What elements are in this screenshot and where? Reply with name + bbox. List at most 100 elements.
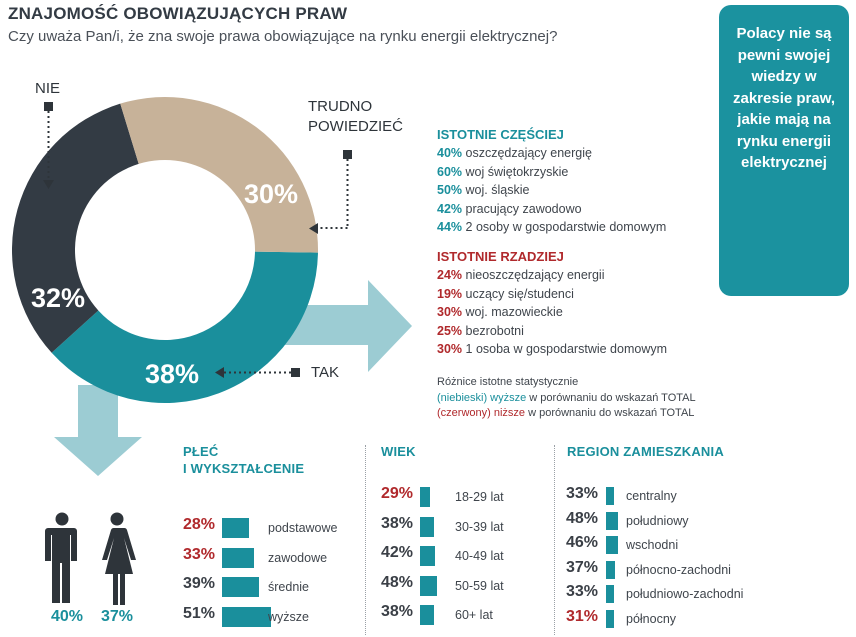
gender-figures <box>45 512 136 605</box>
edu-label: wyższe <box>268 609 309 624</box>
age-bar <box>420 516 434 537</box>
edu-pct: 28% <box>183 516 216 533</box>
higher-pct: 44% <box>437 220 463 235</box>
region-bar <box>606 585 615 603</box>
lower-item: 30% 1 osoba w gospodarstwie domowym <box>437 340 667 359</box>
donut-slice-tak <box>51 251 318 404</box>
lower-pct: 25% <box>437 323 463 338</box>
lower-list: 24% nieoszczędzający energii 19% uczący … <box>437 266 667 359</box>
region-pct: 33% <box>566 583 599 600</box>
male-pct: 40% <box>51 608 84 625</box>
lower-pct: 30% <box>437 305 463 320</box>
edu-bar <box>222 577 260 597</box>
lower-label: uczący się/studenci <box>465 286 574 301</box>
edu-label: średnie <box>268 580 309 594</box>
age-label: 18-29 lat <box>455 490 504 504</box>
trudno-arrowhead <box>309 223 318 234</box>
higher-pct: 60% <box>437 164 463 179</box>
page-title: ZNAJOMOŚĆ OBOWIĄZUJĄCYCH PRAW <box>8 4 348 23</box>
region-bar <box>606 609 614 628</box>
age-label: 40-49 lat <box>455 549 504 563</box>
lower-pct: 19% <box>437 286 463 301</box>
note-red-rest: w porównaniu do wskazań TOTAL <box>525 407 695 419</box>
tak-marker <box>291 368 300 377</box>
nie-arrowhead <box>43 180 54 189</box>
donut-slice-nie <box>11 103 139 353</box>
donut-group <box>11 97 318 404</box>
region-pct: 37% <box>566 558 599 576</box>
woman-icon <box>102 512 136 605</box>
significance-notes: Różnice istotne statystycznie (niebieski… <box>437 375 696 422</box>
age-label: 60+ lat <box>455 608 493 622</box>
lower-label: bezrobotni <box>465 323 524 338</box>
man-icon <box>45 512 77 603</box>
edu-label: podstawowe <box>268 521 338 535</box>
higher-label: woj świętokrzyskie <box>465 164 569 179</box>
region-bar <box>606 511 619 530</box>
note-red: (czerwony) niższe <box>437 407 526 419</box>
nie-marker <box>44 102 53 111</box>
trudno-marker <box>343 150 352 159</box>
donut-label-nie: 32% <box>31 283 85 313</box>
higher-item: 50% woj. śląskie <box>437 181 666 200</box>
tak-arrowhead <box>215 367 224 378</box>
lower-item: 19% uczący się/studenci <box>437 285 667 304</box>
higher-label: pracujący zawodowo <box>465 201 582 216</box>
note-line-2: (niebieski) wyższe w porównaniu do wskaz… <box>437 391 696 407</box>
region-bar <box>606 487 615 505</box>
region-label: południowy <box>626 513 689 528</box>
age-pct: 42% <box>381 544 414 561</box>
lower-item: 25% bezrobotni <box>437 322 667 341</box>
note-line-1: Różnice istotne statystycznie <box>437 376 579 388</box>
donut-chart: 32% 30% 38% <box>11 97 318 404</box>
callout-box: Polacy nie są pewni swojej wiedzy w zakr… <box>719 5 849 296</box>
region-label: centralny <box>626 489 677 503</box>
age-label: 30-39 lat <box>455 519 504 534</box>
edu-bar <box>222 518 249 538</box>
age-bar <box>420 605 434 625</box>
higher-item: 40% oszczędzający energię <box>437 144 666 163</box>
region-pct: 46% <box>566 534 599 551</box>
lower-pct: 30% <box>437 342 463 357</box>
higher-title: ISTOTNIE CZĘŚCIEJ <box>437 127 564 142</box>
higher-label: 2 osoby w gospodarstwie domowym <box>465 220 667 235</box>
higher-item: 44% 2 osoby w gospodarstwie domowym <box>437 218 666 237</box>
higher-item: 60% woj świętokrzyskie <box>437 163 666 182</box>
edu-pct: 39% <box>183 575 216 592</box>
lower-label: nieoszczędzający energii <box>465 268 605 282</box>
region-pct: 33% <box>566 485 599 502</box>
edu-title-1: PŁEĆ <box>183 444 219 459</box>
donut-label-tak: 38% <box>145 359 199 389</box>
age-pct: 29% <box>381 485 414 502</box>
age-bar <box>420 487 431 507</box>
label-nie: NIE <box>35 80 61 97</box>
higher-pct: 50% <box>437 183 463 198</box>
age-label: 50-59 lat <box>455 578 504 593</box>
edu-bar <box>222 606 271 627</box>
label-trudno-1: TRUDNO <box>308 98 373 115</box>
edu-label: zawodowe <box>268 550 328 565</box>
region-pct: 31% <box>566 607 599 625</box>
region-label: wschodni <box>626 538 679 552</box>
region-label: północny <box>626 611 677 626</box>
lower-item: 30% woj. mazowieckie <box>437 303 667 322</box>
region-pct: 48% <box>566 509 599 527</box>
note-line-3: (czerwony) niższe w porównaniu do wskaza… <box>437 406 696 422</box>
edu-pct: 33% <box>183 545 216 563</box>
right-arrow-shape <box>270 280 412 372</box>
higher-label: oszczędzający energię <box>465 146 592 160</box>
region-bar <box>606 560 616 579</box>
higher-pct: 42% <box>437 201 463 216</box>
region-title: REGION ZAMIESZKANIA <box>567 444 724 459</box>
age-title: WIEK <box>381 444 416 459</box>
lower-pct: 24% <box>437 268 463 282</box>
edu-bar <box>222 547 254 568</box>
age-bar <box>420 575 438 596</box>
label-tak: TAK <box>311 364 340 381</box>
edu-title-2: I WYKSZTAŁCENIE <box>183 461 305 476</box>
higher-pct: 40% <box>437 146 463 160</box>
lower-item: 24% nieoszczędzający energii <box>437 266 667 285</box>
lower-label: 1 osoba w gospodarstwie domowym <box>465 342 668 357</box>
age-bar <box>420 546 436 566</box>
